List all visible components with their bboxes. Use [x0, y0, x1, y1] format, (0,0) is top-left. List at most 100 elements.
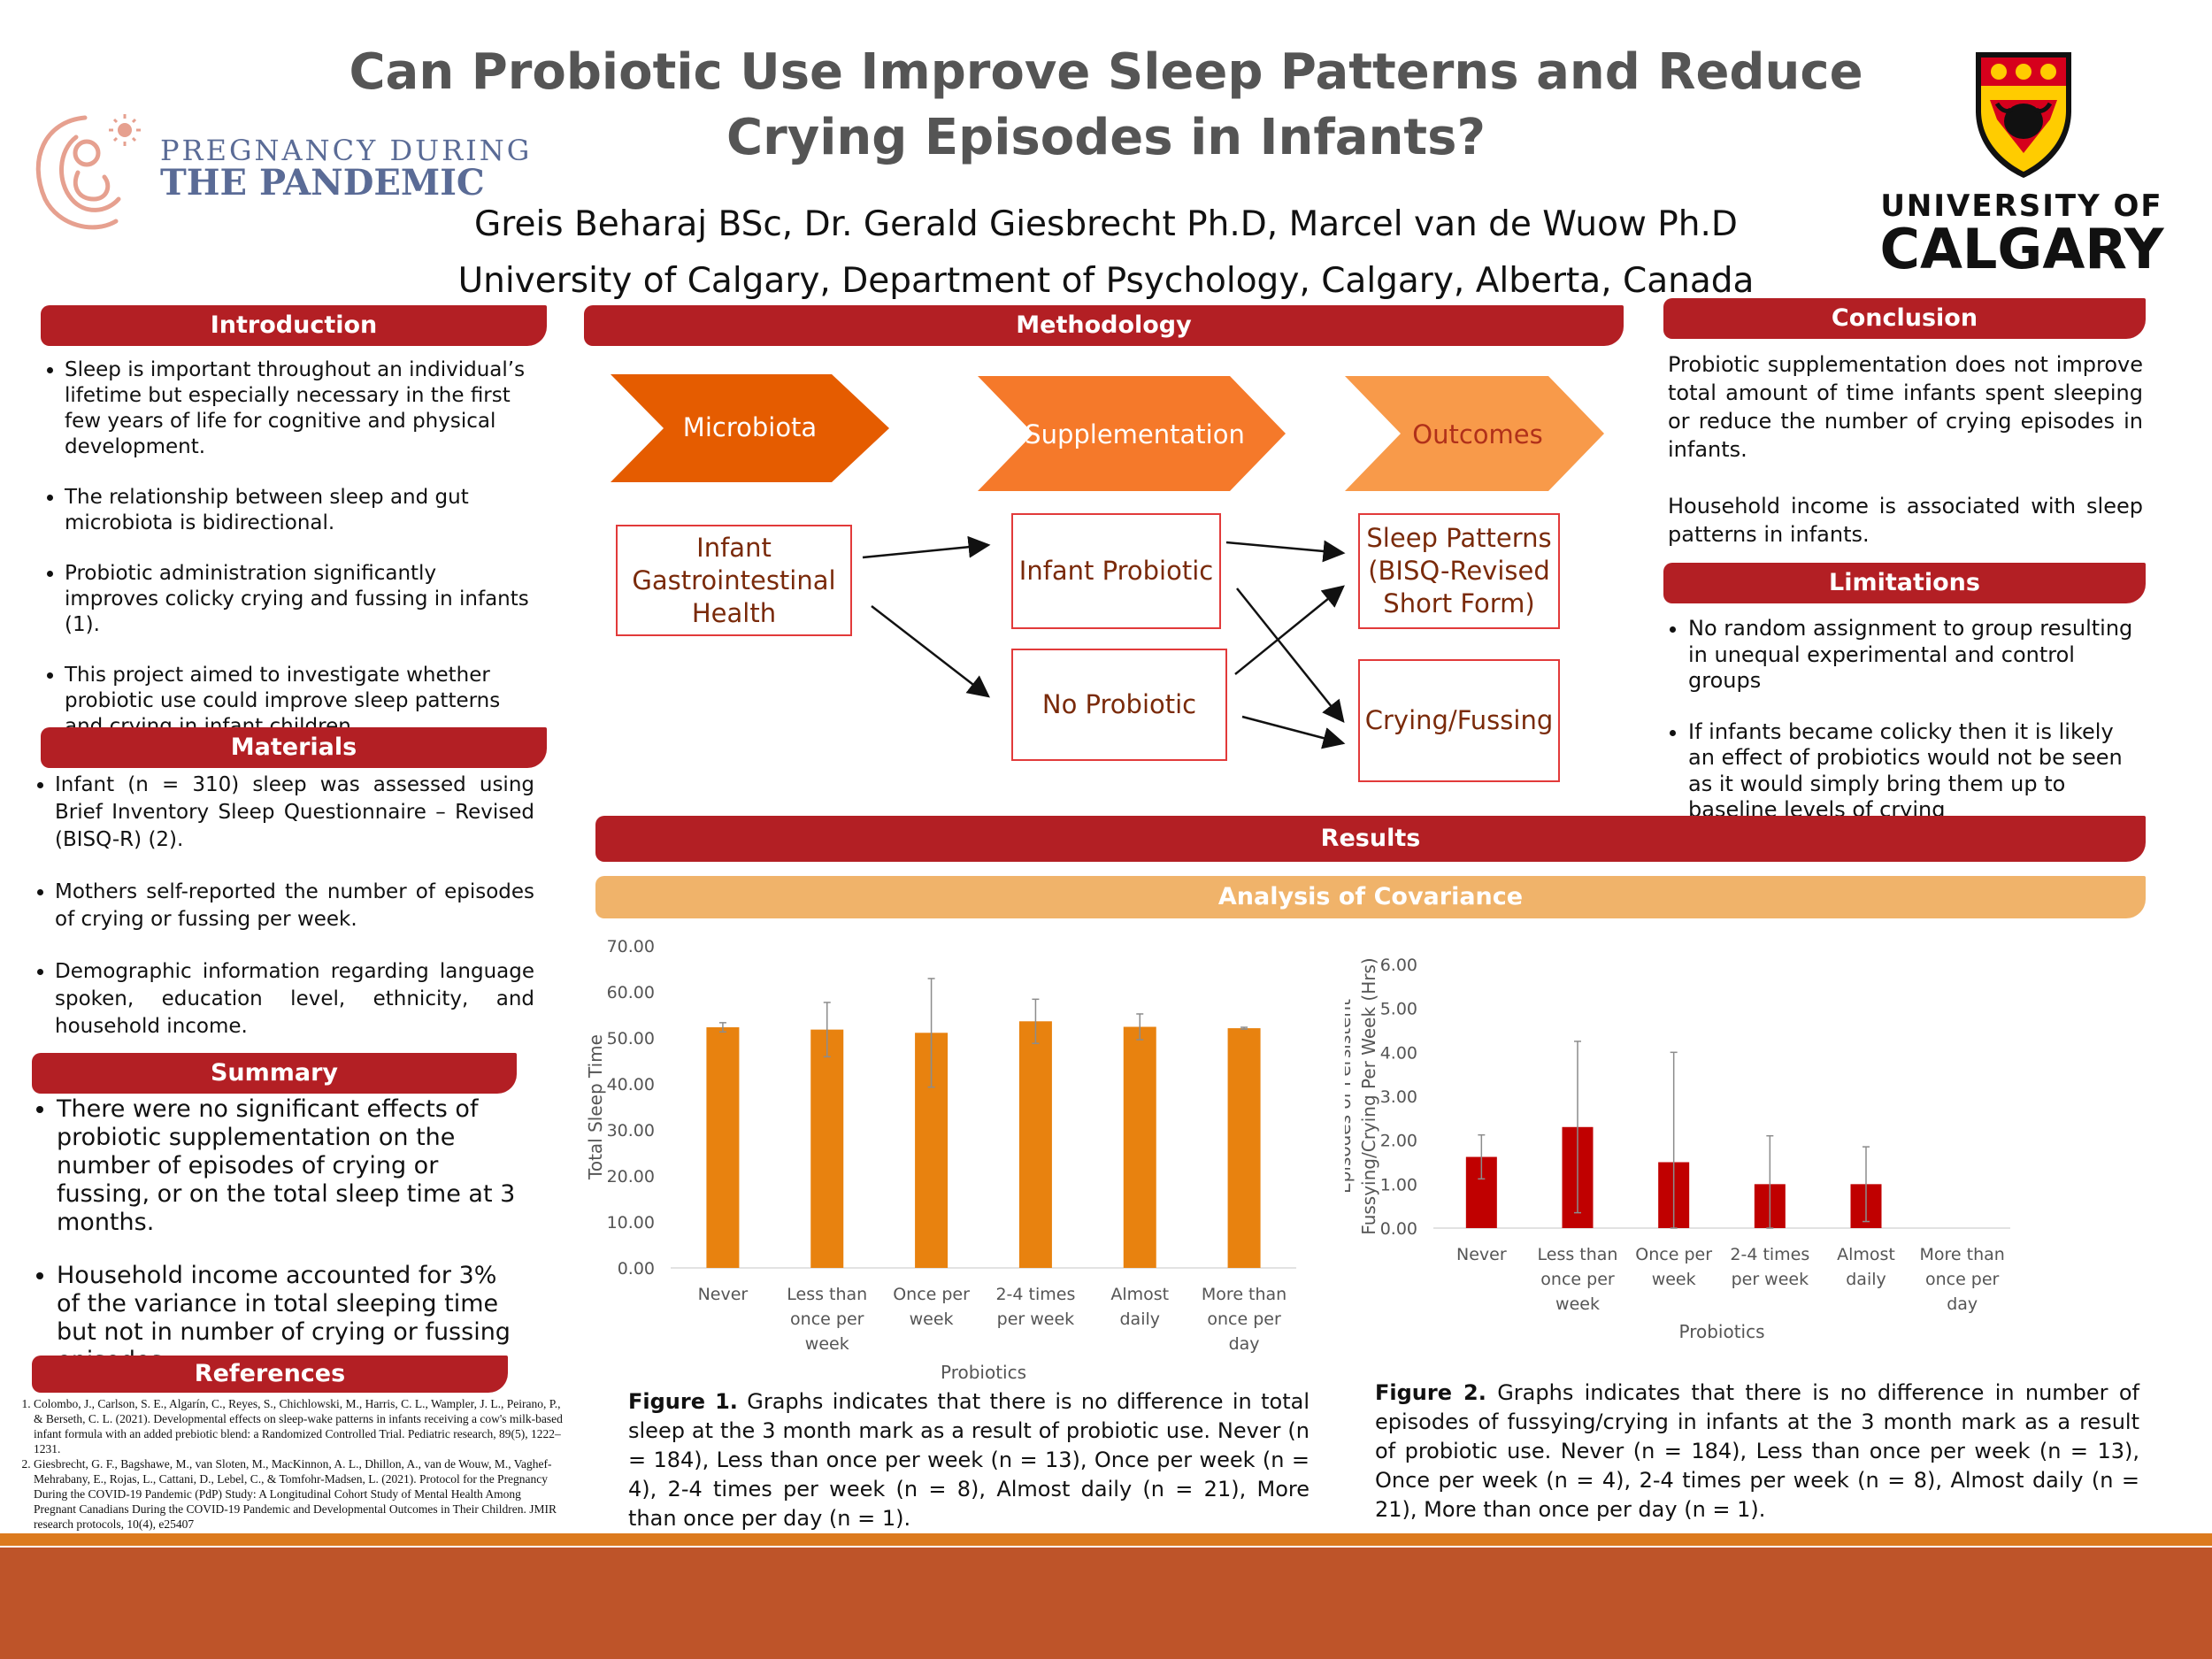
conclusion-text: Probiotic supplementation does not impro… [1668, 350, 2143, 549]
crying-box: Crying/Fussing [1358, 659, 1560, 782]
list-item: Mothers self-reported the number of epis… [55, 879, 534, 933]
footer-band [0, 1548, 2212, 1659]
figure2-text: Graphs indicates that there is no differ… [1375, 1380, 2140, 1522]
infant-gi-box: Infant Gastrointestinal Health [616, 525, 852, 636]
ucalgary-line-1: UNIVERSITY OF [1880, 188, 2163, 224]
x-tick-label: Almost daily [1837, 1245, 1895, 1289]
bar [1123, 1026, 1156, 1268]
y-tick-label: 2.00 [1380, 1132, 1417, 1151]
no-probiotic-box: No Probiotic [1011, 649, 1227, 761]
ucalgary-line-2: CALGARY [1879, 217, 2164, 281]
x-tick-label: 2-4 times per week [1730, 1245, 1809, 1289]
list-item: The relationship between sleep and gut m… [65, 485, 535, 536]
y-tick-label: 50.00 [607, 1029, 655, 1048]
chevron-outcomes-shape [1345, 376, 1604, 491]
x-tick-label: Once per week [893, 1285, 970, 1329]
conclusion-paragraph: Household income is associated with slee… [1668, 494, 2143, 547]
y-tick-label: 3.00 [1380, 1087, 1417, 1107]
x-tick-label: Never [1456, 1245, 1507, 1264]
results-header: Results [595, 816, 2146, 862]
bar [1227, 1028, 1261, 1268]
chevron-supplementation-shape [978, 376, 1286, 491]
figure2-label: Figure 2. [1375, 1380, 1486, 1405]
infant-probiotic-box: Infant Probiotic [1011, 513, 1221, 629]
crying-chart: 0.00 1.00 2.00 3.00 4.00 5.00 6.00 Never Less th… [1345, 956, 2010, 1342]
y-tick-label: 40.00 [607, 1075, 655, 1094]
list-item: Probiotic administration significantly i… [65, 561, 535, 638]
y-tick-label: 0.00 [618, 1259, 655, 1279]
summary-list: There were no significant effects of pro… [32, 1095, 517, 1400]
methodology-header: Methodology [584, 305, 1624, 346]
logo-line-1: PREGNANCY DURING [160, 134, 533, 167]
x-tick-label: Never [698, 1285, 749, 1304]
pregnancy-pandemic-logo: PREGNANCY DURING THE PANDEMIC [23, 111, 536, 243]
list-item: Household income accounted for 3% of the… [57, 1262, 517, 1375]
bar [810, 1029, 844, 1268]
figure2-caption: Figure 2. Graphs indicates that there is… [1375, 1379, 2139, 1525]
y-axis-label: Total Sleep Time [585, 1034, 606, 1180]
materials-header: Materials [41, 727, 547, 768]
footer-stripe [0, 1533, 2212, 1546]
x-axis-label: Probiotics [941, 1362, 1026, 1383]
list-item: If infants became colicky then it is lik… [1688, 719, 2141, 824]
x-tick-label: Once per week [1635, 1245, 1712, 1289]
y-tick-label: 0.00 [1380, 1219, 1417, 1239]
x-tick-label: 2-4 times per week [995, 1285, 1075, 1329]
bar [1018, 1021, 1052, 1268]
bar [706, 1027, 740, 1268]
x-tick-label: More than once per day [1920, 1245, 2005, 1314]
list-item: Demographic information regarding langua… [55, 958, 534, 1041]
arrow [1225, 540, 1346, 563]
y-tick-label: 70.00 [607, 937, 655, 956]
figure1-caption: Figure 1. Graphs indicates that there is… [628, 1387, 1310, 1533]
logo-line-2: THE PANDEMIC [160, 162, 485, 204]
x-tick-label: Less than once per week [787, 1285, 867, 1354]
list-item: Sleep is important throughout an individ… [65, 357, 535, 460]
ucalgary-logo: UNIVERSITY OF CALGARY [1867, 49, 2177, 281]
affiliation: University of Calgary, Department of Psy… [457, 261, 1755, 301]
chevron-microbiota: Microbiota [682, 412, 818, 442]
materials-list: Infant (n = 310) sleep was assessed usin… [30, 772, 534, 1065]
reference-item: Colombo, J., Carlson, S. E., Algarín, C.… [34, 1396, 565, 1456]
y-tick-label: 6.00 [1380, 956, 1417, 975]
y-tick-label: 60.00 [607, 983, 655, 1002]
arrow [1241, 715, 1346, 749]
sleep-patterns-box: Sleep Patterns (BISQ-Revised Short Form) [1358, 513, 1560, 629]
references-list: Colombo, J., Carlson, S. E., Algarín, C.… [16, 1396, 565, 1532]
list-item: There were no significant effects of pro… [57, 1095, 517, 1237]
arrow [862, 535, 991, 559]
author-list: Greis Beharaj BSc, Dr. Gerald Giesbrecht… [474, 204, 1738, 244]
y-axis-label: Episodes of Persistent Fussying/Crying Pe… [1345, 957, 1379, 1234]
arrow [1236, 588, 1345, 723]
introduction-header: Introduction [41, 305, 547, 346]
y-tick-label: 10.00 [607, 1213, 655, 1233]
x-tick-label: Almost daily [1110, 1285, 1169, 1329]
list-item: No random assignment to group resulting … [1688, 616, 2141, 695]
limitations-list: No random assignment to group resulting … [1663, 616, 2141, 849]
references-header: References [32, 1356, 508, 1393]
y-tick-label: 20.00 [607, 1167, 655, 1187]
figure1-text: Graphs indicates that there is no differ… [628, 1389, 1310, 1531]
conclusion-paragraph: Probiotic supplementation does not impro… [1668, 352, 2143, 462]
y-tick-label: 30.00 [607, 1121, 655, 1141]
arrow [871, 605, 990, 698]
y-tick-label: 5.00 [1380, 1000, 1417, 1019]
authors: Greis Beharaj BSc, Dr. Gerald Giesbrecht… [442, 196, 1770, 310]
sleep-time-chart: 0.00 10.00 20.00 30.00 40.00 50.00 60.00 70.00 N… [585, 937, 1296, 1383]
limitations-header: Limitations [1663, 563, 2146, 603]
y-tick-label: 1.00 [1380, 1175, 1417, 1194]
y-tick-label: 4.00 [1380, 1043, 1417, 1063]
conclusion-header: Conclusion [1663, 298, 2146, 339]
poster-title: Can Probiotic Use Improve Sleep Patterns… [349, 43, 1863, 166]
list-item: Infant (n = 310) sleep was assessed usin… [55, 772, 534, 854]
chevron-outcomes: Outcomes [1412, 419, 1543, 449]
x-tick-label: Less than once per week [1538, 1245, 1618, 1314]
reference-item: Giesbrecht, G. F., Bagshawe, M., van Slo… [34, 1456, 565, 1532]
chevron-microbiota-shape [611, 374, 889, 482]
x-axis-label: Probiotics [1678, 1321, 1764, 1342]
crest-icon [1976, 52, 2071, 178]
mother-baby-icon [35, 114, 141, 230]
ancova-header: Analysis of Covariance [595, 876, 2146, 918]
x-tick-label: More than once per day [1202, 1285, 1286, 1354]
